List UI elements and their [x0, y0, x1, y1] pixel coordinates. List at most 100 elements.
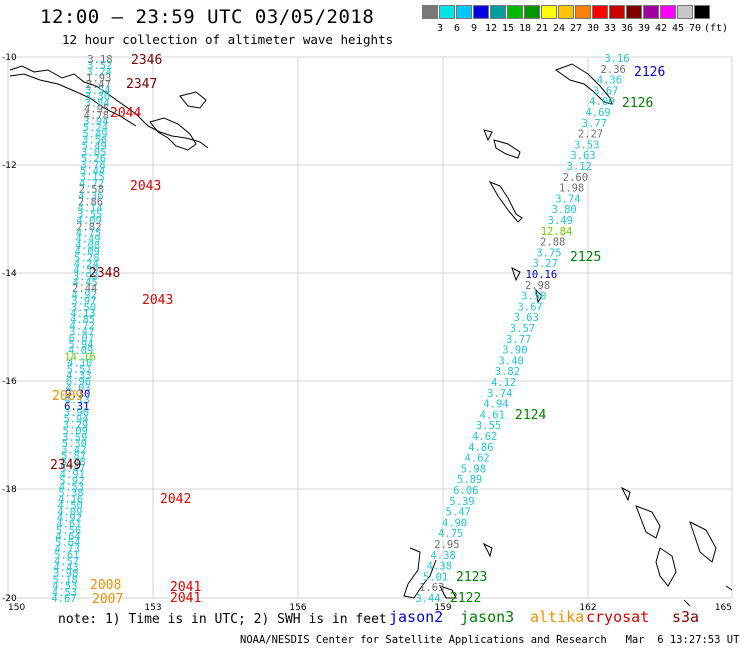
legend-cryosat: cryosat [586, 608, 650, 626]
swh-value: 5.49 [82, 141, 107, 153]
colorbar-unit: (ft) [704, 23, 729, 34]
swh-value: 5.26 [81, 153, 106, 165]
swh-value: 3.29 [63, 420, 88, 432]
colorbar-label: 9 [470, 23, 478, 34]
lat-tick-label: -12 [2, 161, 17, 171]
swh-value: 5.87 [61, 451, 86, 463]
swh-value: 3.12 [567, 161, 592, 173]
swh-value: 4.12 [491, 377, 516, 389]
swh-value: 4.38 [427, 561, 452, 573]
swh-value: 4.67 [51, 593, 76, 605]
swh-value: 5.30 [62, 438, 87, 450]
colorbar-label: 36 [620, 23, 634, 34]
swh-value: 4.91 [60, 469, 85, 481]
coastline [511, 267, 521, 282]
swh-value: 5.39 [449, 496, 474, 508]
pass-time-label: 2346 [131, 53, 162, 68]
swh-value: 4.94 [483, 399, 508, 411]
pass-time-label: 2041 [170, 580, 201, 595]
swh-value: 5.44 [80, 166, 105, 178]
lon-tick-label: 159 [434, 603, 451, 613]
swh-value: 2.58 [79, 184, 104, 196]
swh-value: 2.36 [601, 64, 626, 76]
swh-value: 6.96 [66, 376, 91, 388]
swh-value: 1.98 [559, 183, 584, 195]
swh-value: 3.74 [487, 388, 512, 400]
swh-value: 3.78 [80, 159, 105, 171]
swh-value: 2.60 [563, 172, 588, 184]
footer-credit: NOAA/NESDIS Center for Satellite Applica… [240, 634, 740, 646]
swh-value: 10.16 [526, 269, 558, 281]
swh-value: 5.18 [53, 574, 78, 586]
coastline [655, 547, 677, 587]
swh-value: 5.56 [56, 525, 81, 537]
colorbar-swatch [558, 5, 574, 19]
swh-value: 3.55 [476, 420, 501, 432]
colorbar-label: 30 [586, 23, 600, 34]
swh-value: 4.36 [597, 75, 622, 87]
swh-value: 2.82 [76, 221, 101, 233]
lon-tick-label: 156 [289, 603, 306, 613]
colorbar-label: 70 [688, 23, 702, 34]
lat-tick-label: -10 [2, 53, 17, 63]
pass-time-label: 2124 [515, 408, 546, 423]
colorbar-swatch [524, 5, 540, 19]
swh-value: 4.69 [585, 107, 610, 119]
swh-value: 5.98 [461, 463, 486, 475]
swh-value: 6.31 [64, 401, 89, 413]
swh-value: 4.00 [589, 96, 614, 108]
colorbar-label: 21 [535, 23, 549, 34]
swh-value: 3.44 [415, 593, 440, 605]
coastlines [9, 63, 733, 607]
swh-value: 2.95 [434, 539, 459, 551]
swh-value: 3.97 [71, 296, 96, 308]
swh-value: 3.96 [64, 407, 89, 419]
swh-value: 4.13 [65, 395, 90, 407]
lat-tick-label: -18 [2, 485, 17, 495]
swh-value: 5.92 [59, 475, 84, 487]
swh-value: 3.50 [71, 302, 96, 314]
swh-value: 3.98 [73, 271, 98, 283]
swh-value: 3.67 [593, 85, 618, 97]
colorbar-swatch [490, 5, 506, 19]
coastline [620, 486, 631, 502]
colorbar-label: 6 [453, 23, 461, 34]
colorbar-swatch [473, 5, 489, 19]
pass-time-label: 2008 [90, 578, 121, 593]
swh-value: 5.47 [446, 507, 471, 519]
coastline [683, 599, 691, 607]
lat-tick-label: -14 [2, 269, 17, 279]
pass-time-label: 2123 [456, 570, 487, 585]
pass-time-label: 2126 [622, 96, 653, 111]
swh-value: 3.30 [85, 91, 110, 103]
swh-value: 4.73 [55, 543, 80, 555]
coastline [439, 585, 457, 599]
swh-value: 4.57 [54, 556, 79, 568]
swh-value: 2.86 [78, 197, 103, 209]
swh-value: 3.63 [514, 312, 539, 324]
swh-value: 3.82 [495, 366, 520, 378]
swh-value: 4.14 [77, 203, 102, 215]
coastline [149, 117, 197, 151]
swh-value: 3.77 [506, 334, 531, 346]
pass-time-label: 2044 [110, 106, 141, 121]
swh-value: 12.84 [541, 226, 573, 238]
swh-value: 6.07 [69, 333, 94, 345]
pass-time-label: 2041 [170, 591, 201, 606]
swh-value: 4.09 [68, 345, 93, 357]
swh-value: 5.24 [83, 122, 108, 134]
colorbar-swatch [507, 5, 523, 19]
colorbar-label: 45 [671, 23, 685, 34]
swh-value: 3.54 [85, 85, 110, 97]
colorbar-swatch [694, 5, 710, 19]
swh-value: 4.90 [442, 517, 467, 529]
swh-value: 3.47 [69, 327, 94, 339]
colorbar-swatch [575, 5, 591, 19]
lon-tick-label: 153 [144, 603, 161, 613]
coastline [9, 65, 209, 149]
swh-value: 3.94 [83, 116, 108, 128]
swh-value: 3.05 [81, 147, 106, 159]
coastline [493, 139, 521, 159]
swh-value: 5.38 [58, 488, 83, 500]
swh-value: 4.64 [55, 531, 80, 543]
